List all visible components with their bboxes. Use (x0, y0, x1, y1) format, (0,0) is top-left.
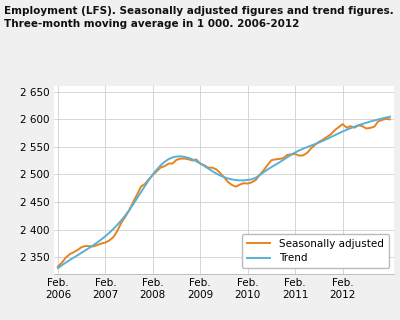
Trend (388, 115, 392, 119)
Trend (56, 266, 60, 270)
Trend (222, 175, 226, 179)
Seasonally adjusted (158, 165, 163, 169)
Seasonally adjusted (56, 265, 60, 268)
Trend (158, 163, 163, 167)
Text: Employment (LFS). Seasonally adjusted figures and trend figures.
Three-month mov: Employment (LFS). Seasonally adjusted fi… (4, 6, 394, 29)
Trend (170, 156, 175, 159)
Line: Trend: Trend (58, 117, 390, 268)
Seasonally adjusted (388, 117, 392, 121)
Trend (154, 168, 159, 172)
Legend: Seasonally adjusted, Trend: Seasonally adjusted, Trend (242, 234, 389, 268)
Seasonally adjusted (384, 117, 388, 121)
Trend (368, 120, 373, 124)
Seasonally adjusted (111, 235, 116, 239)
Seasonally adjusted (154, 169, 159, 173)
Seasonally adjusted (368, 126, 373, 130)
Seasonally adjusted (170, 162, 175, 165)
Line: Seasonally adjusted: Seasonally adjusted (58, 119, 390, 267)
Seasonally adjusted (222, 175, 226, 179)
Trend (111, 227, 116, 231)
